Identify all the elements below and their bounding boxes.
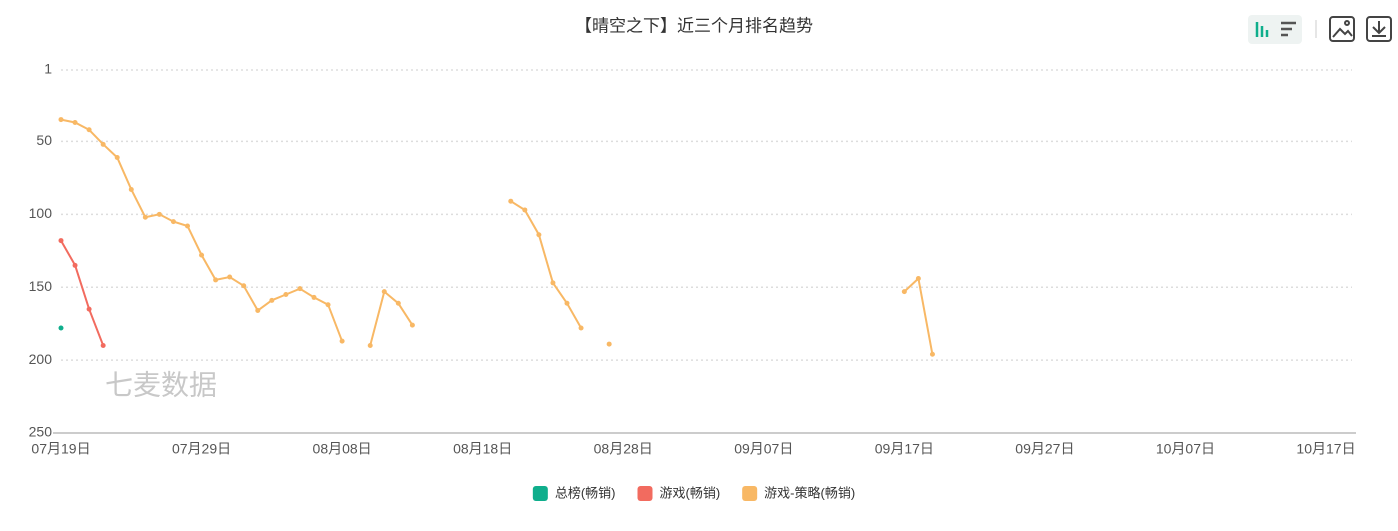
- point: [929, 351, 935, 357]
- y-tick-label: 200: [29, 351, 53, 367]
- x-tick-label: 10月07日: [1156, 441, 1215, 457]
- point: [199, 252, 205, 258]
- point: [100, 141, 106, 147]
- point: [255, 308, 261, 314]
- point: [508, 198, 514, 204]
- series: [58, 238, 106, 349]
- point: [86, 127, 92, 133]
- x-tick-label: 08月08日: [313, 441, 372, 457]
- line: [60, 118, 934, 355]
- x-tick-label: 09月27日: [1015, 441, 1074, 457]
- point: [339, 338, 345, 344]
- point: [185, 223, 190, 229]
- point: [227, 274, 233, 280]
- point: [550, 280, 556, 286]
- point: [522, 207, 528, 213]
- series: [58, 117, 935, 357]
- watermark: 七麦数据: [105, 369, 217, 400]
- y-tick-label: 1: [44, 61, 52, 77]
- point: [72, 119, 78, 125]
- legend-swatch: [637, 486, 653, 501]
- legend-label: 游戏(畅销): [660, 485, 721, 500]
- point: [381, 289, 387, 295]
- line: [60, 240, 105, 346]
- point: [58, 238, 64, 244]
- point: [58, 117, 64, 123]
- bar-icon: [1255, 22, 1269, 37]
- point: [367, 343, 373, 349]
- point: [395, 300, 401, 306]
- image-button[interactable]: [1329, 16, 1355, 42]
- legend: 总榜(畅销) 游戏(畅销) 游戏-策略(畅销): [532, 485, 855, 501]
- point: [241, 283, 247, 289]
- x-tick-label: 08月28日: [594, 441, 653, 457]
- x-tick-label: 10月17日: [1296, 441, 1355, 457]
- legend-swatch: [742, 486, 758, 501]
- point: [283, 292, 289, 298]
- point: [114, 154, 120, 160]
- list-icon: [1281, 21, 1296, 37]
- point: [213, 277, 219, 283]
- point: [297, 286, 303, 292]
- point: [578, 325, 584, 331]
- y-tick-label: 100: [29, 205, 53, 221]
- x-tick-label: 08月18日: [453, 441, 512, 457]
- x-tick-label: 09月07日: [734, 441, 793, 457]
- point: [536, 232, 542, 238]
- point: [86, 306, 92, 312]
- y-tick-label: 150: [29, 278, 53, 294]
- point: [564, 300, 570, 306]
- point: [915, 275, 921, 281]
- point: [901, 289, 907, 295]
- legend-label: 总榜(畅销): [555, 485, 616, 500]
- y-tick-label: 50: [36, 132, 52, 148]
- point: [325, 302, 331, 308]
- point: [100, 343, 106, 349]
- y-tick-label: 250: [29, 424, 53, 440]
- point: [409, 322, 415, 328]
- legend-label: 游戏-策略(畅销): [764, 485, 855, 500]
- point: [606, 341, 612, 347]
- point: [170, 219, 176, 225]
- series: [58, 325, 64, 331]
- toolbar: [1248, 15, 1392, 44]
- point: [156, 211, 162, 217]
- chart-title: 【晴空之下】近三个月排名趋势: [575, 16, 813, 35]
- point: [142, 214, 148, 220]
- x-tick-label: 09月17日: [875, 441, 934, 457]
- legend-swatch: [532, 486, 548, 501]
- x-tick-label: 07月19日: [31, 441, 90, 457]
- x-tick-label: 07月29日: [172, 441, 231, 457]
- download-button[interactable]: [1366, 16, 1392, 42]
- point: [72, 262, 78, 268]
- point: [128, 187, 134, 193]
- point: [311, 294, 317, 300]
- point: [269, 297, 275, 303]
- point: [58, 325, 64, 331]
